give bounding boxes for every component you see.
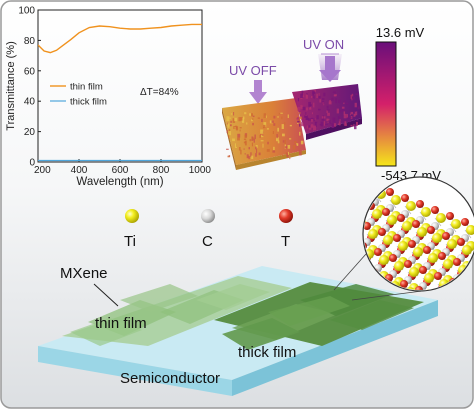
thick-film-layer xyxy=(214,282,424,350)
chart-legend: thin film thick film xyxy=(50,82,107,108)
legend-label-thick-film: thick film xyxy=(70,97,107,108)
y-tick-label: 40 xyxy=(24,97,36,108)
x-tick-label: 1000 xyxy=(189,165,212,176)
x-tick-label: 800 xyxy=(153,165,170,176)
thin-film-layer xyxy=(62,276,292,346)
atom-legend: Ti C T xyxy=(124,209,293,250)
x-tick-label: 600 xyxy=(112,165,129,176)
zoom-line-right xyxy=(351,289,431,301)
t-atom-icon xyxy=(279,209,293,223)
thick-film-label: thick film xyxy=(238,344,296,361)
mxene-pointer xyxy=(93,283,119,307)
y-tick-label: 0 xyxy=(29,158,35,169)
legend-label-thin-film: thin film xyxy=(70,82,103,93)
delta-t-annotation: ΔT=84% xyxy=(140,87,179,98)
c-atom-icon xyxy=(201,209,215,223)
x-tick-label: 400 xyxy=(71,165,88,176)
surface-noise xyxy=(226,90,360,160)
thin-film-label: thin film xyxy=(95,315,147,332)
x-axis-unit: nm xyxy=(144,176,160,188)
y-tick-label: 20 xyxy=(24,127,36,138)
zoom-line-left xyxy=(333,253,367,291)
y-axis-label: Transmittance (%) xyxy=(5,41,17,130)
uv-on-arrow xyxy=(319,56,341,82)
x-axis-label-text: Wavelength xyxy=(76,176,136,188)
substrate-front xyxy=(38,346,232,396)
uv-off-label: UV OFF xyxy=(229,63,277,78)
potential-surface xyxy=(222,84,362,170)
transmittance-chart: 0 20 40 60 80 100 200 400 600 800 1000 Transmitta… xyxy=(5,6,211,189)
ti-atom-icon xyxy=(125,209,139,223)
atom-label-c: C xyxy=(202,233,213,250)
substrate-side xyxy=(232,300,438,396)
device-schematic: MXene thin film thick film Semiconductor xyxy=(38,176,474,396)
x-tick-label: 200 xyxy=(34,165,51,176)
atom-label-t: T xyxy=(281,233,290,250)
x-axis-label: Wavelength (nm) xyxy=(76,176,163,188)
mxene-label: MXene xyxy=(60,265,108,282)
uv-off-arrow xyxy=(249,80,267,104)
y-tick-label: 100 xyxy=(18,6,35,17)
uv-on-label: UV ON xyxy=(303,37,344,52)
substrate-label: Semiconductor xyxy=(120,370,220,387)
atom-label-ti: Ti xyxy=(124,233,136,250)
y-tick-label: 80 xyxy=(24,36,36,47)
series-line-thin-film xyxy=(38,23,202,54)
y-axis-ticks: 0 20 40 60 80 100 xyxy=(18,6,41,169)
y-tick-label: 60 xyxy=(24,66,36,77)
colorbar-max-label: 13.6 mV xyxy=(376,25,425,40)
colorbar xyxy=(375,41,397,167)
